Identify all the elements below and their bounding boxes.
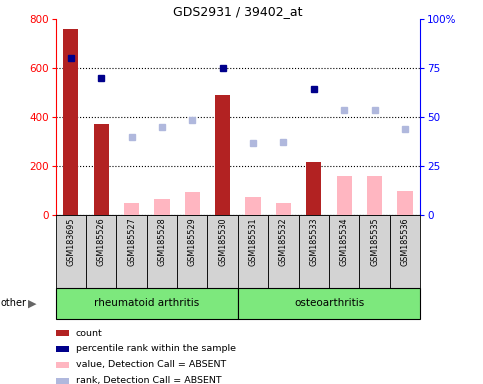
Text: rank, Detection Call = ABSENT: rank, Detection Call = ABSENT: [76, 376, 221, 384]
Text: GSM185533: GSM185533: [309, 217, 318, 266]
Text: GSM185527: GSM185527: [127, 217, 136, 266]
Bar: [56, 378, 70, 384]
Bar: [116, 215, 147, 288]
Bar: [337, 176, 352, 215]
Text: GSM185535: GSM185535: [370, 217, 379, 266]
Title: GDS2931 / 39402_at: GDS2931 / 39402_at: [173, 5, 303, 18]
Bar: [298, 215, 329, 288]
Bar: [215, 95, 230, 215]
Bar: [154, 199, 170, 215]
Bar: [238, 288, 420, 319]
Bar: [398, 190, 412, 215]
Bar: [245, 197, 261, 215]
Bar: [86, 215, 116, 288]
Text: GSM185532: GSM185532: [279, 217, 288, 266]
Bar: [56, 330, 70, 336]
Text: osteoarthritis: osteoarthritis: [294, 298, 364, 308]
Bar: [306, 162, 322, 215]
Bar: [147, 215, 177, 288]
Text: GSM185530: GSM185530: [218, 217, 227, 266]
Bar: [185, 192, 200, 215]
Text: rheumatoid arthritis: rheumatoid arthritis: [94, 298, 199, 308]
Bar: [359, 215, 390, 288]
Text: GSM185534: GSM185534: [340, 217, 349, 266]
Text: GSM185529: GSM185529: [188, 217, 197, 266]
Bar: [390, 215, 420, 288]
Bar: [56, 346, 70, 352]
Text: GSM185528: GSM185528: [157, 217, 167, 266]
Text: value, Detection Call = ABSENT: value, Detection Call = ABSENT: [76, 361, 226, 369]
Bar: [208, 215, 238, 288]
Bar: [268, 215, 298, 288]
Bar: [329, 215, 359, 288]
Bar: [367, 176, 382, 215]
Text: GSM185526: GSM185526: [97, 217, 106, 266]
Text: count: count: [76, 328, 102, 338]
Bar: [177, 215, 208, 288]
Text: percentile rank within the sample: percentile rank within the sample: [76, 344, 236, 354]
Bar: [94, 124, 109, 215]
Bar: [56, 288, 238, 319]
Bar: [63, 29, 78, 215]
Bar: [276, 203, 291, 215]
Text: GSM185536: GSM185536: [400, 217, 410, 266]
Bar: [56, 215, 86, 288]
Bar: [124, 203, 139, 215]
Bar: [238, 215, 268, 288]
Text: GSM185531: GSM185531: [249, 217, 257, 266]
Text: other: other: [1, 298, 27, 308]
Bar: [56, 362, 70, 368]
Text: GSM183695: GSM183695: [66, 217, 75, 266]
Text: ▶: ▶: [28, 298, 36, 308]
